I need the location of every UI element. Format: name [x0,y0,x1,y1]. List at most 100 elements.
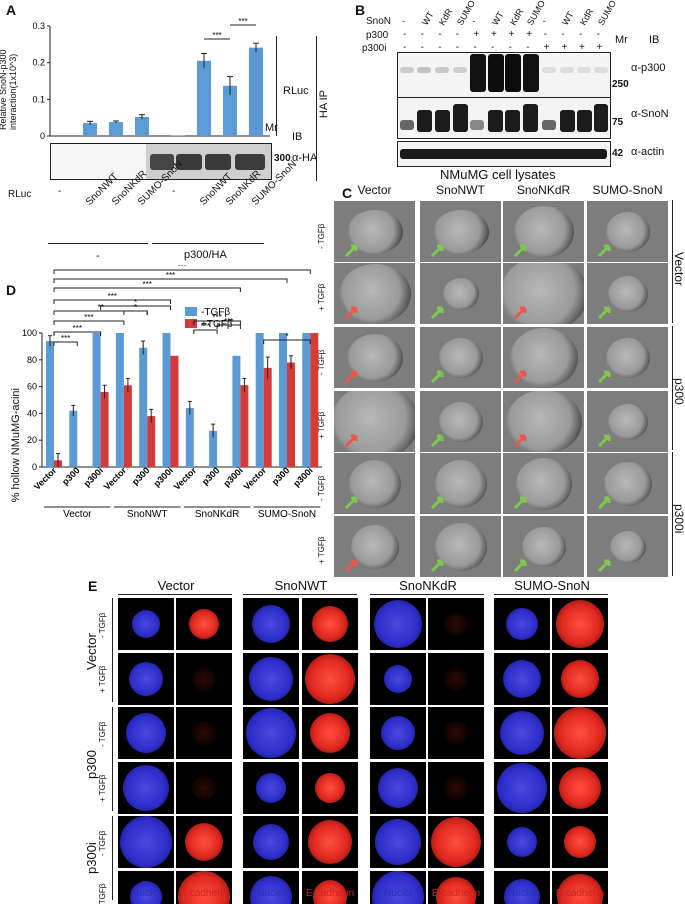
panel-d-category-label: p300 [200,465,222,487]
panel-e-row-label: - TGFβ [98,612,107,638]
panel-e-col-divider [118,594,232,595]
panel-e-ecadherin-label: E-cadherin [305,888,355,899]
panel-d-bar-minus [139,347,148,467]
panel-c-group-label: Vector [672,251,685,286]
panel-d-sig-bracket [53,331,102,336]
nuclei-blob [504,878,540,904]
panel-d-bar-minus [232,355,241,467]
ecadherin-cell [552,870,608,904]
nuclei-cell [118,870,174,904]
panel-a-group2: p300/HA [184,249,227,261]
panel-d-ytick-label: 40 [27,408,37,418]
ecadherin-blob [305,653,355,704]
panel-b-blot-actin [397,141,611,167]
ecadherin-cell [302,598,358,650]
acinus [442,277,479,310]
panel-b-snon-val: - [542,16,546,26]
nuclei-cell [494,598,550,650]
ecadherin-blob [312,606,348,642]
ecadherin-blob [308,820,352,864]
panel-b-ab2: α-SnoN [631,108,669,120]
panel-b-p300i-val: - [420,42,424,53]
panel-e-group-bracket [112,598,113,702]
panel-c-row-label: + TGFβ [317,536,326,564]
panel-b-snon-val: WT [419,9,436,27]
nuclei-cell [243,707,299,759]
ecadherin-cell [302,652,358,705]
panel-d-bar-plus [170,355,179,467]
panel-b-blot-snon [397,97,611,139]
panel-d-sig-bracket [193,320,241,325]
panel-e-ecadherin-label: E-cadherin [431,888,481,899]
panel-a-bar [249,47,263,137]
panel-a-ytick-label: 0.2 [32,58,45,68]
panel-d-bar-minus [69,410,78,467]
panel-b-ab1: α-p300 [631,62,666,74]
micrograph-cell [586,200,669,263]
micrograph-cell [333,326,416,389]
panel-b-p300-val: - [543,29,548,40]
panel-d-category-label: p300 [130,465,152,487]
panel-d-category-label: Vector [242,465,269,492]
panel-c-group-label: p300i [672,504,685,534]
panel-c-row-label: - TGFβ [317,223,326,249]
panel-e-ecadherin-label: E-cadherin [179,888,229,899]
nuclei-cell [118,816,174,868]
nuclei-cell [243,761,299,814]
panel-d-sig-bracket [53,341,78,346]
panel-e-group-label: Vector [84,633,99,670]
panel-a-rluc-bracket [276,36,277,136]
panel-b-snon-val: - [472,16,476,26]
panel-e-row-label: + TGFβ [98,774,107,802]
panel-b-p300i-val: + [579,42,585,53]
micrograph-cell [586,452,669,515]
panel-d-bar-minus [115,333,124,467]
micrograph-cell [419,515,502,578]
ecadherin-cell [552,652,608,705]
panel-b-letter: B [355,2,366,18]
acinus [438,401,483,442]
panel-b-caption: NMuMG cell lysates [440,167,556,182]
panel-d-sig-label: *** [201,322,210,331]
acinus [521,526,566,567]
ecadherin-cell [428,707,484,759]
panel-d-group-label: SUMO-SnoN [258,509,316,520]
panel-e-row-label: + TGFβ [98,883,107,904]
ecadherin-cell [552,598,608,650]
panel-b-p300i-val: - [455,42,460,53]
panel-c-group-bracket [672,452,673,576]
micrograph-cell [419,326,502,389]
panel-d-ytick-label: 20 [27,435,37,445]
micrograph-cell [502,452,585,515]
ecadherin-cell [428,816,484,868]
ecadherin-cell [302,816,358,868]
micrograph-cell [333,390,416,453]
panel-b-p300-val: - [596,29,600,40]
panel-b-p300i-val: + [596,42,603,53]
panel-d-sig-label: *** [177,265,186,271]
micrograph-cell [333,452,416,515]
panel-d-bar-minus [209,430,218,467]
panel-e-nuclei-label: Nuclei [257,888,285,899]
nuclei-cell [370,598,426,650]
nuclei-blob [246,708,296,758]
panel-d-group-label: SnoNKdR [195,509,239,520]
panel-d-legend-label: -TGFβ [201,307,230,318]
nuclei-cell [118,707,174,759]
panel-d-category-label: Vector [172,465,199,492]
ecadherin-blob [310,713,350,753]
panel-d-bar-minus [185,408,194,467]
panel-e-row-label: - TGFβ [98,830,107,856]
panel-d-ytick-label: 100 [22,328,37,338]
panel-b-snon-val: KdR [507,6,526,27]
ecadherin-cell [428,652,484,705]
panel-a-bar [83,123,97,136]
panel-b-p300-val: - [561,29,565,40]
nuclei-blob [249,656,293,701]
panel-e-col-header: SnoNKdR [399,578,457,593]
micrograph-cell [586,326,669,389]
panel-a-ylabel-2: interaction(1x10^3) [8,53,18,130]
panel-e-row-label: - TGFβ [98,721,107,747]
panel-d-sig-label: *** [166,271,175,280]
